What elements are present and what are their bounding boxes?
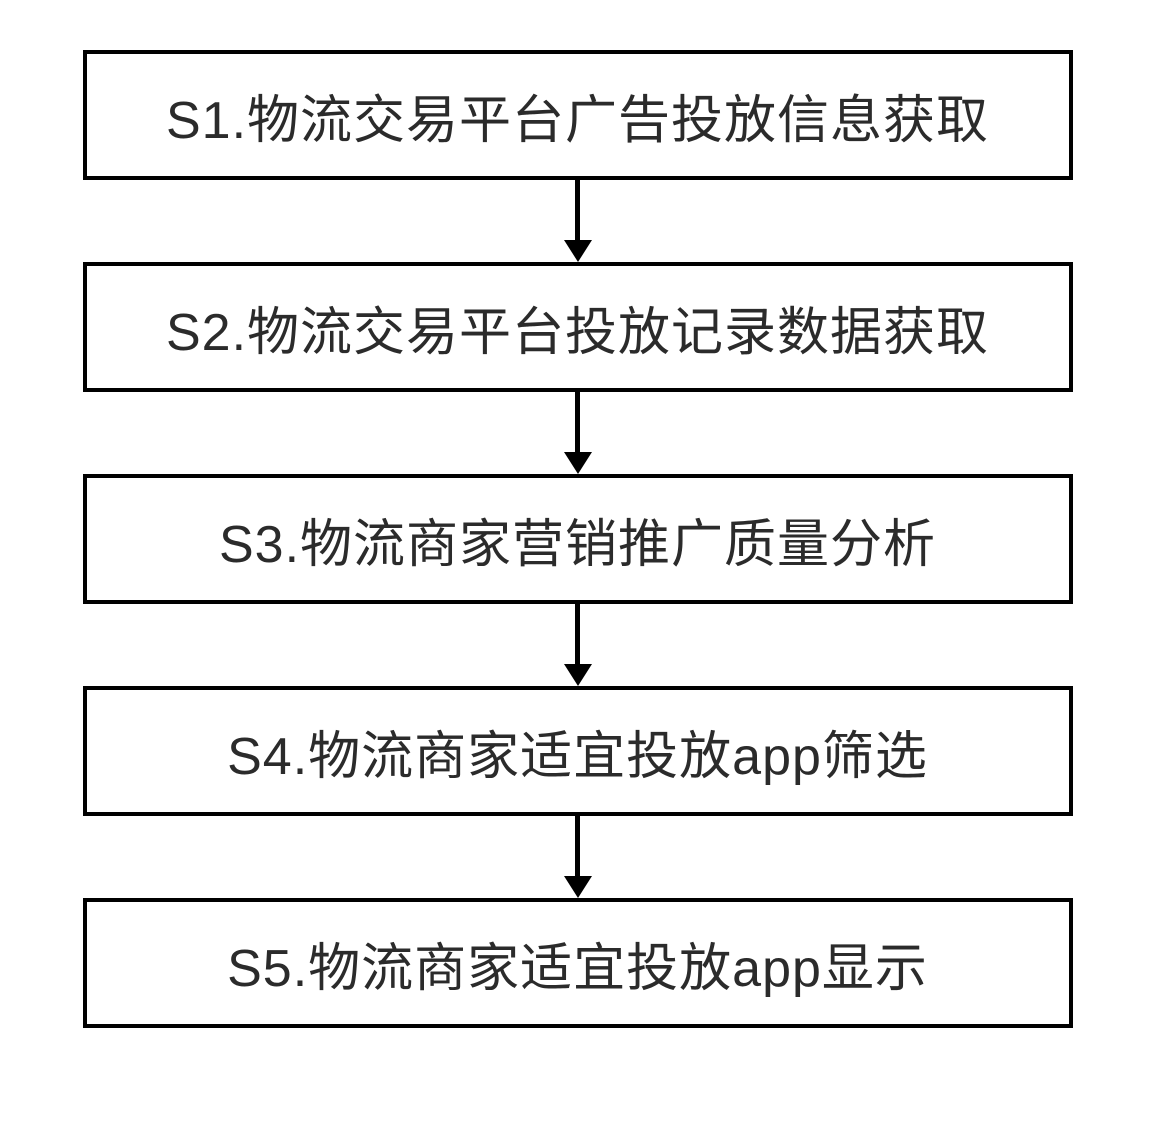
- flow-step-label: S4.物流商家适宜投放app筛选: [227, 714, 928, 789]
- flow-arrow: [564, 816, 592, 898]
- arrow-shaft: [575, 816, 580, 876]
- flow-arrow: [564, 604, 592, 686]
- arrow-head-icon: [564, 452, 592, 474]
- flow-step-s3: S3.物流商家营销推广质量分析: [83, 474, 1073, 604]
- flow-step-label: S5.物流商家适宜投放app显示: [227, 926, 928, 1001]
- flow-step-s2: S2.物流交易平台投放记录数据获取: [83, 262, 1073, 392]
- flow-step-label: S2.物流交易平台投放记录数据获取: [166, 290, 989, 365]
- arrow-shaft: [575, 604, 580, 664]
- flowchart-container: S1.物流交易平台广告投放信息获取 S2.物流交易平台投放记录数据获取 S3.物…: [0, 0, 1155, 1028]
- arrow-shaft: [575, 392, 580, 452]
- flow-step-label: S3.物流商家营销推广质量分析: [219, 502, 936, 577]
- flow-step-s5: S5.物流商家适宜投放app显示: [83, 898, 1073, 1028]
- flow-step-s1: S1.物流交易平台广告投放信息获取: [83, 50, 1073, 180]
- flow-step-label: S1.物流交易平台广告投放信息获取: [166, 78, 989, 153]
- arrow-shaft: [575, 180, 580, 240]
- flow-step-s4: S4.物流商家适宜投放app筛选: [83, 686, 1073, 816]
- arrow-head-icon: [564, 876, 592, 898]
- flow-arrow: [564, 392, 592, 474]
- arrow-head-icon: [564, 240, 592, 262]
- flow-arrow: [564, 180, 592, 262]
- arrow-head-icon: [564, 664, 592, 686]
